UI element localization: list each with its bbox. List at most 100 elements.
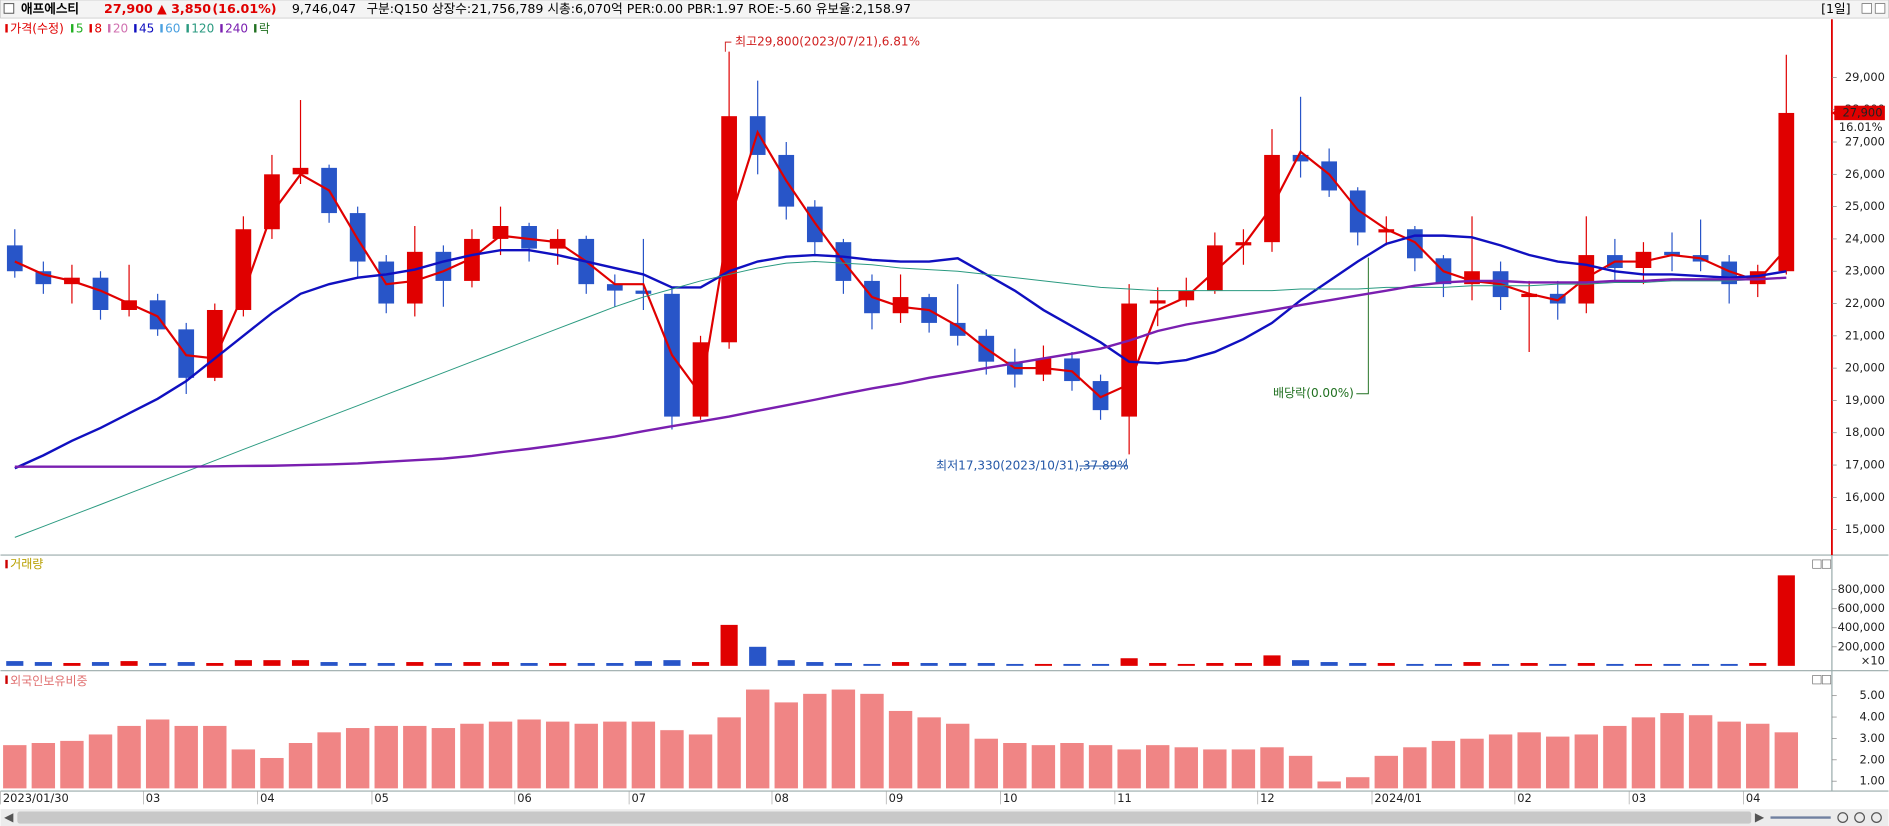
y-tick-label: 21,000 <box>1845 328 1885 342</box>
volume-bar <box>1777 575 1795 666</box>
candle-body <box>521 226 537 249</box>
candle-body <box>1206 245 1223 291</box>
volume-bar <box>34 662 52 666</box>
foreign-ratio-bar <box>1173 746 1199 789</box>
x-tick-label: 04 <box>260 791 275 805</box>
y-tick-label: 4.00 <box>1859 710 1884 724</box>
volume-bar <box>349 662 367 666</box>
y-tick-label: 15,000 <box>1845 522 1885 536</box>
foreign-ratio-bar <box>859 693 885 789</box>
volume-bar <box>6 661 24 666</box>
panel-button[interactable] <box>1812 559 1822 569</box>
foreign-ratio-bar <box>831 688 856 789</box>
candle-body <box>1121 303 1137 417</box>
y-tick-label: 200,000 <box>1838 639 1885 653</box>
volume-bar <box>1549 663 1567 666</box>
candle-body <box>1549 293 1566 304</box>
volume-bar <box>606 662 624 666</box>
y-tick-label: 25,000 <box>1845 199 1885 213</box>
volume-bar <box>1120 658 1138 666</box>
volume-bar <box>1292 660 1310 666</box>
y-tick-label: 29,000 <box>1845 70 1885 84</box>
candle-body <box>1264 154 1280 243</box>
volume-bar <box>1463 662 1481 666</box>
scroll-left[interactable]: ◀ <box>4 810 14 824</box>
foreign-ratio-bar <box>431 727 456 789</box>
legend-label: 45 <box>139 21 154 35</box>
candle-body <box>606 284 623 291</box>
foreign-ratio-bar <box>402 725 428 789</box>
volume-bar <box>91 662 110 666</box>
candle-body <box>1664 251 1680 256</box>
moving-average-line <box>14 276 1787 468</box>
candle-body <box>1292 154 1309 162</box>
zoom-in[interactable] <box>1837 812 1849 823</box>
annotation-low: 최저17,330(2023/10/31),37.89% <box>936 458 1129 472</box>
candle-body <box>1378 229 1395 233</box>
checkbox[interactable] <box>3 3 15 14</box>
zoom-reset[interactable] <box>1871 812 1882 823</box>
y-tick-label: 24,000 <box>1845 231 1885 245</box>
scroll-right[interactable]: ▶ <box>1755 810 1765 824</box>
candle-body <box>1178 290 1195 301</box>
foreign-ratio-bar <box>1288 755 1313 789</box>
volume-bar <box>1263 655 1281 666</box>
foreign-ratio-bar <box>1774 731 1799 789</box>
legend-swatch <box>134 24 137 33</box>
volume-bar <box>834 662 852 666</box>
annotation-ex-dividend: 배당락(0.00%) <box>1273 386 1354 400</box>
change: ▲ 3,850 <box>157 1 211 16</box>
y-tick-label: 16,000 <box>1845 490 1885 504</box>
close-button[interactable] <box>1874 3 1886 14</box>
candle-body <box>264 174 280 230</box>
foreign-ratio-bar <box>1316 780 1342 789</box>
foreign-ratio-bar <box>373 725 399 789</box>
legend-label: 5 <box>76 21 84 35</box>
foreign-ratio-bar <box>1202 748 1228 789</box>
zoom-out[interactable] <box>1854 812 1866 823</box>
volume-bar <box>1606 663 1624 666</box>
foreign-ratio-bar <box>688 733 713 789</box>
volume-bar <box>1206 662 1224 666</box>
foreign-ratio-bar <box>1231 748 1256 789</box>
volume-bar <box>1663 663 1681 666</box>
volume-bar <box>434 662 452 666</box>
x-tick-label: 11 <box>1117 791 1132 805</box>
x-tick-label: 02 <box>1517 791 1532 805</box>
foreign-ratio-bar <box>545 721 570 789</box>
candle-body <box>721 116 737 343</box>
panel-button[interactable] <box>1821 559 1832 569</box>
header-bar <box>0 0 1889 19</box>
y-tick-label: 3.00 <box>1859 731 1884 745</box>
x-tick-label: 04 <box>1746 791 1761 805</box>
volume-bar <box>634 661 652 666</box>
foreign-ratio-bar <box>202 725 228 789</box>
x-tick-label: 03 <box>1632 791 1647 805</box>
foreign-ratio-bar <box>459 723 485 789</box>
legend-swatch <box>220 24 223 33</box>
last-price-pointer <box>1831 109 1837 117</box>
x-tick-label: 09 <box>889 791 904 805</box>
foreign-ratio-bar <box>2 744 28 789</box>
y-tick-label: 800,000 <box>1838 582 1885 596</box>
foreign-ratio-bar <box>145 718 170 789</box>
panel-button[interactable] <box>1821 675 1832 685</box>
foreign-ratio-bar <box>1745 723 1771 789</box>
window-button[interactable] <box>1861 3 1873 14</box>
annotation-arrow <box>1079 458 1127 467</box>
volume-bar <box>891 662 910 666</box>
volume-bar <box>1492 663 1510 666</box>
volume-bar <box>806 662 824 666</box>
legend-swatch <box>5 559 8 569</box>
foreign-ratio-bar <box>1345 776 1371 789</box>
candle-body <box>464 238 480 281</box>
legend-label: 120 <box>191 21 214 35</box>
volume-bar <box>1320 662 1338 666</box>
volume-bar <box>206 662 224 666</box>
scroll-thumb[interactable] <box>17 811 1752 824</box>
period[interactable]: [1일] <box>1821 1 1851 16</box>
volume-bar <box>1720 663 1738 666</box>
panel-button[interactable] <box>1812 675 1822 685</box>
